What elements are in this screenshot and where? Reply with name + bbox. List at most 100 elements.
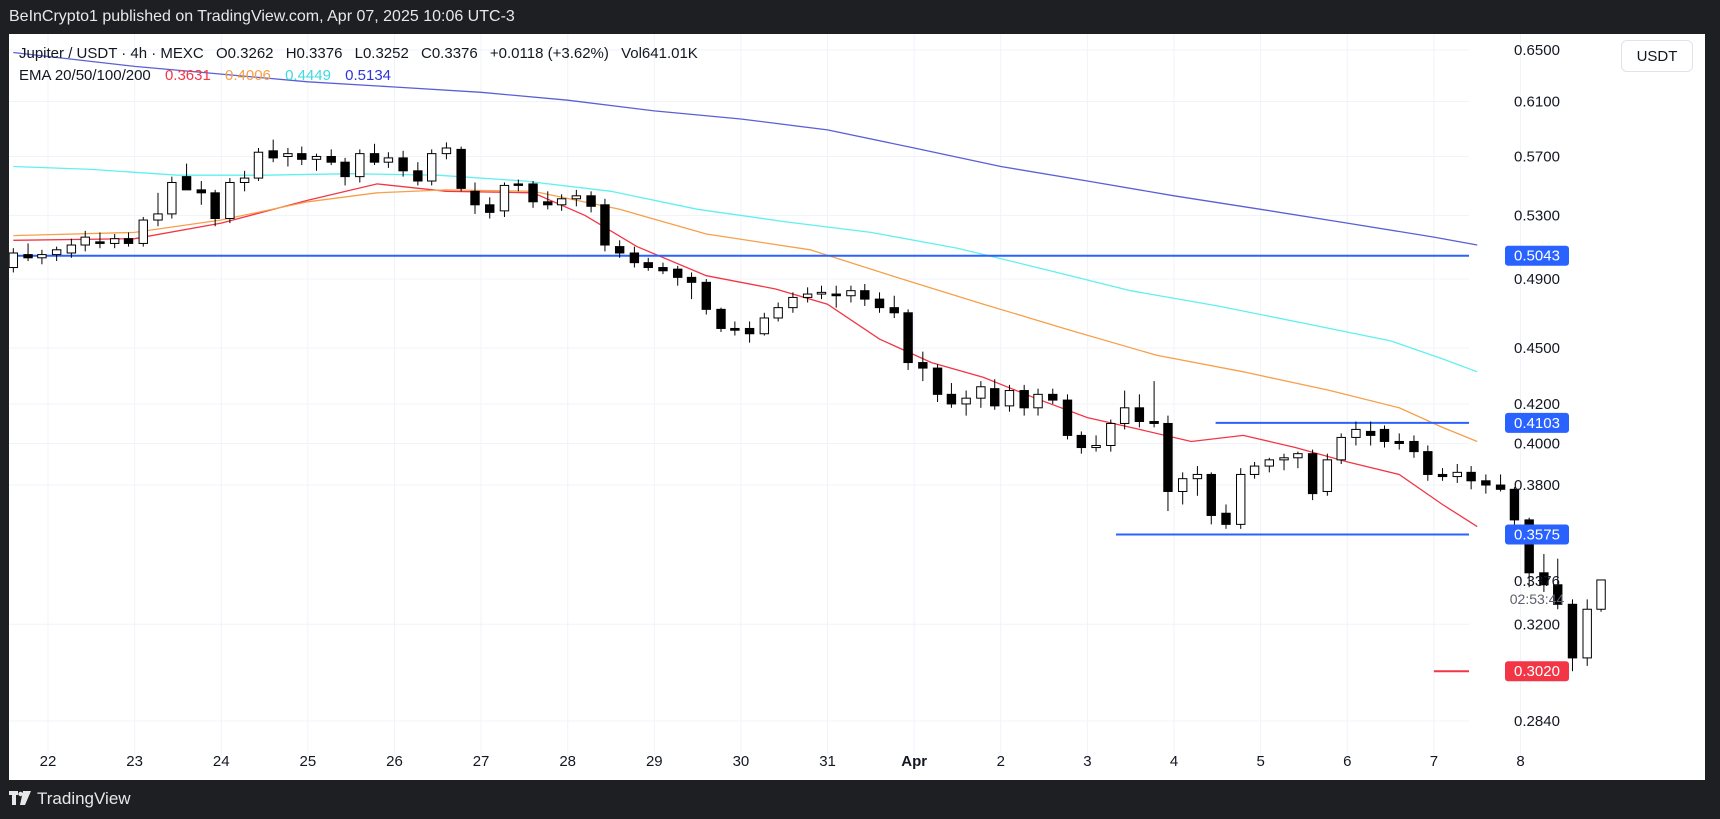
candle-body[interactable]	[1423, 451, 1433, 475]
candle-body[interactable]	[1379, 428, 1390, 442]
candle-body[interactable]	[326, 155, 336, 163]
candle-body[interactable]	[109, 238, 120, 244]
candle-body[interactable]	[1596, 579, 1606, 610]
chart-panel[interactable]: 0.6500 0.6100 0.5700 0.5300 0.4900 0.4500 0.42…	[9, 34, 1705, 780]
candle-body[interactable]	[167, 181, 177, 215]
candle-body[interactable]	[1076, 434, 1087, 449]
candle-body[interactable]	[629, 252, 640, 264]
candle-body[interactable]	[123, 238, 134, 244]
candle-body[interactable]	[874, 298, 885, 309]
candlestick-chart[interactable]: 0.6500 0.6100 0.5700 0.5300 0.4900 0.4500 0.42…	[9, 34, 1705, 780]
candle-body[interactable]	[1539, 572, 1549, 586]
candle-body[interactable]	[1322, 459, 1333, 492]
candle-body[interactable]	[1409, 440, 1419, 453]
candle-body[interactable]	[1004, 390, 1015, 407]
candle-body[interactable]	[556, 198, 567, 206]
candle-body[interactable]	[946, 393, 957, 405]
candle-body[interactable]	[1033, 393, 1043, 409]
candle-body[interactable]	[1437, 473, 1448, 478]
currency-button[interactable]: USDT	[1621, 40, 1693, 72]
candle-body[interactable]	[860, 290, 870, 300]
candle-body[interactable]	[513, 183, 524, 186]
candle-body[interactable]	[239, 177, 250, 183]
candle-body[interactable]	[80, 236, 90, 246]
candle-body[interactable]	[1091, 445, 1101, 449]
candle-body[interactable]	[701, 281, 711, 310]
candle-body[interactable]	[658, 267, 668, 272]
candle-body[interactable]	[990, 388, 1000, 407]
candle-body[interactable]	[686, 276, 697, 283]
candle-body[interactable]	[311, 155, 322, 160]
candle-body[interactable]	[643, 262, 653, 269]
candle-body[interactable]	[369, 153, 380, 163]
candle-body[interactable]	[846, 290, 856, 297]
candle-body[interactable]	[1553, 584, 1563, 605]
candle-body[interactable]	[225, 181, 235, 219]
candle-body[interactable]	[499, 184, 510, 212]
candle-body[interactable]	[1206, 473, 1216, 516]
candle-body[interactable]	[1582, 608, 1592, 659]
candle-body[interactable]	[1221, 512, 1231, 525]
candle-body[interactable]	[441, 147, 452, 155]
candle-body[interactable]	[614, 246, 625, 254]
candle-body[interactable]	[1351, 428, 1361, 438]
candle-body[interactable]	[9, 252, 19, 269]
candle-body[interactable]	[1279, 457, 1289, 461]
candle-body[interactable]	[1466, 471, 1476, 482]
candle-body[interactable]	[1249, 465, 1260, 475]
candle-body[interactable]	[1481, 480, 1491, 486]
candle-body[interactable]	[181, 176, 192, 191]
candle-body[interactable]	[1524, 519, 1534, 574]
candle-body[interactable]	[976, 386, 986, 399]
candle-body[interactable]	[716, 308, 726, 329]
candle-body[interactable]	[961, 397, 971, 405]
candle-body[interactable]	[383, 157, 394, 163]
candle-body[interactable]	[485, 204, 495, 213]
candle-body[interactable]	[528, 183, 538, 203]
candle-body[interactable]	[210, 192, 220, 219]
candle-body[interactable]	[1149, 420, 1159, 424]
candle-body[interactable]	[759, 317, 770, 335]
candle-body[interactable]	[1192, 473, 1203, 480]
candle-body[interactable]	[744, 327, 755, 335]
candle-body[interactable]	[1019, 390, 1029, 409]
candle-body[interactable]	[95, 241, 105, 244]
candle-body[interactable]	[340, 161, 350, 178]
candle-body[interactable]	[543, 201, 553, 206]
candle-body[interactable]	[1264, 459, 1275, 467]
candle-body[interactable]	[1293, 453, 1303, 459]
candle-body[interactable]	[571, 195, 582, 200]
candle-body[interactable]	[37, 254, 47, 259]
candle-body[interactable]	[918, 362, 928, 369]
candle-body[interactable]	[268, 150, 278, 159]
candle-body[interactable]	[1452, 471, 1462, 478]
candle-body[interactable]	[1495, 484, 1506, 490]
candle-body[interactable]	[903, 312, 913, 364]
candle-body[interactable]	[1106, 422, 1116, 447]
candle-body[interactable]	[1365, 430, 1376, 436]
candle-body[interactable]	[283, 153, 293, 157]
candle-body[interactable]	[600, 204, 610, 246]
candle-body[interactable]	[889, 307, 899, 314]
candle-body[interactable]	[1048, 393, 1058, 401]
candle-body[interactable]	[1119, 407, 1130, 424]
candle-body[interactable]	[1134, 407, 1145, 422]
candle-body[interactable]	[932, 367, 943, 395]
candle-body[interactable]	[1509, 488, 1520, 521]
candle-body[interactable]	[1307, 453, 1318, 495]
ema-label[interactable]: EMA 20/50/100/200	[19, 67, 151, 84]
candle-body[interactable]	[773, 307, 783, 319]
candle-body[interactable]	[355, 153, 365, 178]
candle-body[interactable]	[23, 254, 33, 259]
candle-body[interactable]	[1062, 399, 1073, 436]
candle-body[interactable]	[51, 249, 62, 256]
candle-body[interactable]	[586, 195, 596, 207]
candle-body[interactable]	[138, 219, 148, 244]
candle-body[interactable]	[470, 190, 480, 206]
candle-body[interactable]	[153, 213, 163, 221]
candle-body[interactable]	[413, 170, 423, 182]
candle-body[interactable]	[1394, 440, 1404, 444]
candle-body[interactable]	[1163, 422, 1173, 492]
candle-body[interactable]	[788, 296, 798, 309]
candle-body[interactable]	[66, 244, 77, 254]
